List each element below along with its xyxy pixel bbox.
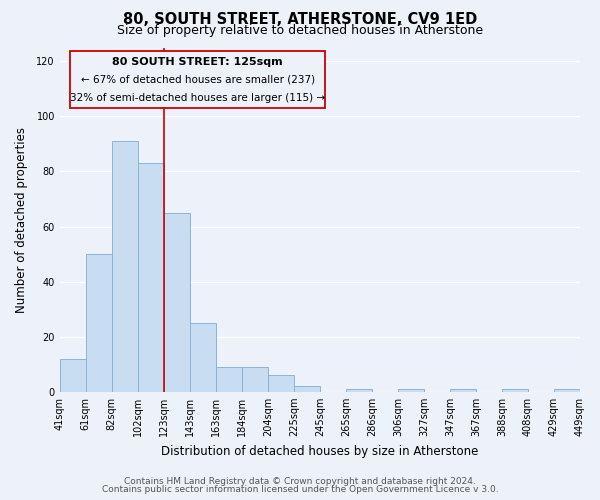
Bar <box>86 254 112 392</box>
Bar <box>138 163 164 392</box>
Text: 32% of semi-detached houses are larger (115) →: 32% of semi-detached houses are larger (… <box>70 92 325 102</box>
Text: Size of property relative to detached houses in Atherstone: Size of property relative to detached ho… <box>117 24 483 37</box>
Bar <box>242 367 268 392</box>
Bar <box>450 389 476 392</box>
Bar <box>59 359 86 392</box>
Text: Contains public sector information licensed under the Open Government Licence v : Contains public sector information licen… <box>101 484 499 494</box>
Bar <box>554 389 580 392</box>
Bar <box>346 389 372 392</box>
Bar <box>216 367 242 392</box>
Bar <box>294 386 320 392</box>
Text: 80 SOUTH STREET: 125sqm: 80 SOUTH STREET: 125sqm <box>112 58 283 68</box>
Bar <box>164 213 190 392</box>
X-axis label: Distribution of detached houses by size in Atherstone: Distribution of detached houses by size … <box>161 444 479 458</box>
Bar <box>398 389 424 392</box>
Bar <box>112 141 138 392</box>
Text: Contains HM Land Registry data © Crown copyright and database right 2024.: Contains HM Land Registry data © Crown c… <box>124 477 476 486</box>
Y-axis label: Number of detached properties: Number of detached properties <box>15 126 28 312</box>
Bar <box>190 323 216 392</box>
Text: 80, SOUTH STREET, ATHERSTONE, CV9 1ED: 80, SOUTH STREET, ATHERSTONE, CV9 1ED <box>123 12 477 28</box>
Text: ← 67% of detached houses are smaller (237): ← 67% of detached houses are smaller (23… <box>80 74 314 85</box>
Bar <box>268 376 294 392</box>
FancyBboxPatch shape <box>70 51 325 108</box>
Bar <box>502 389 528 392</box>
